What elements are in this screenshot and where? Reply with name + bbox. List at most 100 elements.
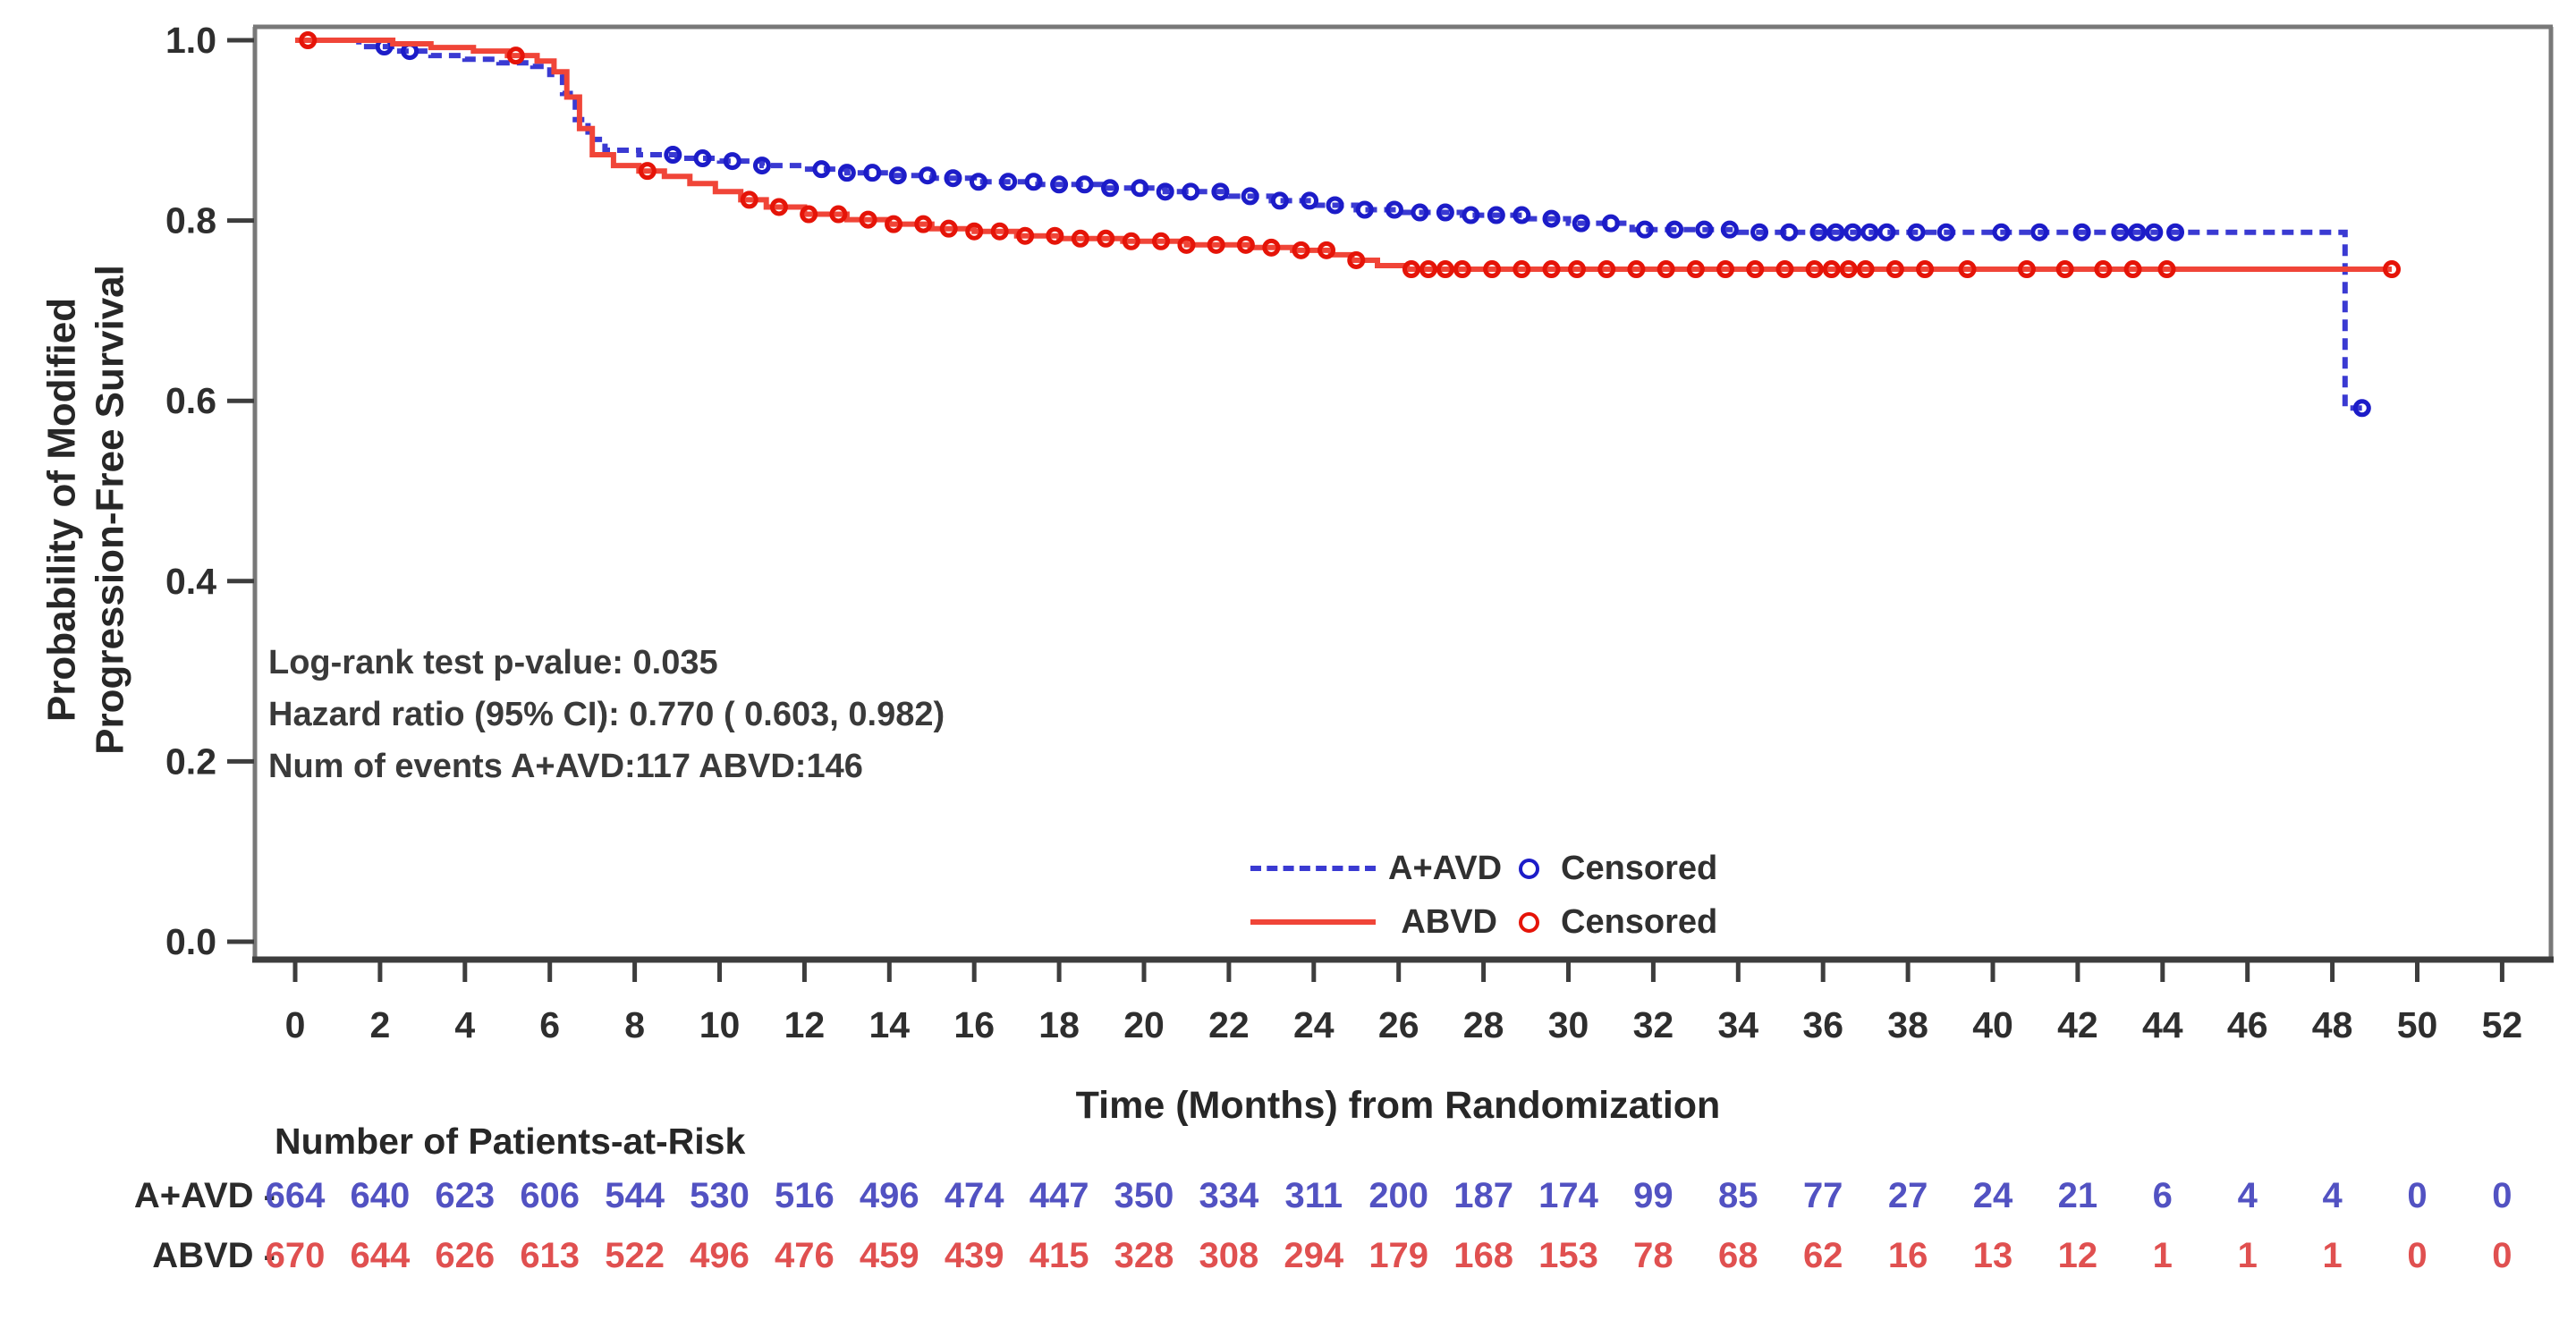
censor-mark-aavd — [837, 164, 856, 182]
censor-mark-abvd — [1597, 260, 1616, 279]
censor-mark-abvd — [299, 31, 318, 49]
x-tick-label: 10 — [699, 1004, 741, 1045]
censor-mark-aavd — [919, 166, 937, 185]
censor-mark-aavd — [1270, 191, 1289, 210]
at-risk-count: 174 — [1538, 1176, 1598, 1215]
censor-mark-aavd — [1513, 206, 1531, 224]
x-tick-label: 16 — [953, 1004, 995, 1045]
y-tick-label: 0.8 — [165, 200, 216, 241]
legend-label-aavd: A+AVD — [1388, 849, 1503, 887]
at-risk-count: 447 — [1029, 1176, 1089, 1215]
censor-mark-abvd — [2123, 260, 2142, 279]
censor-mark-abvd — [914, 215, 933, 233]
legend-line-sample-aavd — [1250, 866, 1376, 871]
censor-mark-abvd — [1513, 260, 1531, 279]
censor-mark-aavd — [1826, 223, 1845, 241]
censor-mark-aavd — [1780, 223, 1799, 241]
censor-mark-aavd — [944, 169, 962, 188]
censor-mark-abvd — [1347, 250, 1366, 269]
censor-mark-abvd — [1177, 235, 1196, 254]
censor-mark-abvd — [1822, 260, 1841, 279]
censored-marker-icon-abvd — [1519, 911, 1539, 933]
y-tick-label: 0.4 — [165, 561, 216, 602]
at-risk-count: 21 — [2057, 1176, 2098, 1215]
censor-mark-abvd — [1402, 260, 1420, 279]
censor-mark-aavd — [2030, 223, 2049, 241]
censor-mark-abvd — [1262, 238, 1281, 257]
censor-mark-abvd — [990, 222, 1009, 241]
at-risk-count: 0 — [2492, 1236, 2512, 1275]
censor-mark-abvd — [1453, 260, 1471, 279]
x-tick-label: 52 — [2482, 1004, 2523, 1045]
y-tick-label: 1.0 — [165, 20, 216, 61]
at-risk-count: 606 — [520, 1176, 580, 1215]
censor-mark-aavd — [1075, 175, 1094, 194]
at-risk-count: 613 — [520, 1236, 580, 1275]
at-risk-count: 496 — [859, 1176, 919, 1215]
censor-mark-abvd — [859, 210, 877, 229]
censor-mark-abvd — [1716, 260, 1735, 279]
censor-mark-abvd — [829, 205, 848, 224]
at-risk-count: 4 — [2237, 1176, 2258, 1215]
at-risk-count: 85 — [1718, 1176, 1758, 1215]
censor-mark-abvd — [1097, 229, 1115, 248]
at-risk-count: 99 — [1633, 1176, 1674, 1215]
censor-mark-abvd — [1292, 241, 1310, 259]
censor-mark-aavd — [812, 160, 831, 179]
at-risk-count: 0 — [2492, 1176, 2512, 1215]
censor-mark-aavd — [1326, 196, 1344, 215]
censor-mark-aavd — [1024, 173, 1043, 191]
at-risk-count: 439 — [944, 1236, 1004, 1275]
censor-mark-aavd — [1301, 191, 1319, 210]
censor-mark-abvd — [1419, 260, 1437, 279]
censor-mark-abvd — [1856, 260, 1875, 279]
x-tick-label: 28 — [1463, 1004, 1504, 1045]
at-risk-count: 544 — [605, 1176, 665, 1215]
x-tick-label: 4 — [454, 1004, 475, 1045]
censor-mark-aavd — [1992, 223, 2011, 241]
at-risk-count: 476 — [775, 1236, 835, 1275]
censor-mark-abvd — [1805, 260, 1824, 279]
at-risk-count: 415 — [1029, 1236, 1089, 1275]
at-risk-count: 153 — [1538, 1236, 1598, 1275]
x-tick-label: 46 — [2227, 1004, 2268, 1045]
at-risk-count: 623 — [435, 1176, 496, 1215]
at-risk-count: 626 — [435, 1236, 496, 1275]
censor-mark-aavd — [664, 146, 682, 165]
at-risk-count: 77 — [1802, 1176, 1843, 1215]
at-risk-count: 644 — [350, 1236, 411, 1275]
x-tick-label: 32 — [1633, 1004, 1674, 1045]
at-risk-count: 328 — [1114, 1236, 1174, 1275]
censor-mark-abvd — [1567, 260, 1586, 279]
censor-mark-aavd — [1211, 182, 1230, 201]
censor-mark-aavd — [1635, 220, 1654, 239]
censor-mark-abvd — [740, 190, 758, 209]
x-tick-label: 50 — [2397, 1004, 2438, 1045]
x-tick-label: 8 — [624, 1004, 645, 1045]
censor-mark-abvd — [885, 215, 903, 233]
at-risk-header: Number of Patients-at-Risk — [275, 1121, 746, 1162]
censor-mark-abvd — [1318, 241, 1336, 259]
censor-mark-aavd — [1877, 223, 1896, 241]
at-risk-row-label-aavd: A+AVD - — [133, 1176, 275, 1215]
censor-mark-aavd — [1241, 187, 1259, 206]
censor-mark-aavd — [693, 149, 712, 168]
at-risk-count: 1 — [2322, 1236, 2343, 1275]
at-risk-count: 350 — [1114, 1176, 1174, 1215]
at-risk-count: 68 — [1718, 1236, 1758, 1275]
y-tick-label: 0.6 — [165, 380, 216, 421]
annotation-logrank: Log-rank test p-value: 0.035 — [268, 644, 718, 681]
censor-mark-aavd — [1182, 182, 1200, 201]
censor-mark-aavd — [1355, 200, 1374, 219]
at-risk-count: 78 — [1633, 1236, 1674, 1275]
censor-mark-aavd — [2072, 223, 2091, 241]
censor-mark-abvd — [1839, 260, 1858, 279]
at-risk-count: 6 — [2152, 1176, 2173, 1215]
x-tick-label: 6 — [539, 1004, 560, 1045]
censor-mark-aavd — [1695, 220, 1714, 239]
at-risk-count: 1 — [2237, 1236, 2258, 1275]
censor-mark-aavd — [2145, 223, 2164, 241]
censor-mark-abvd — [1775, 260, 1794, 279]
censor-mark-aavd — [1542, 209, 1561, 228]
